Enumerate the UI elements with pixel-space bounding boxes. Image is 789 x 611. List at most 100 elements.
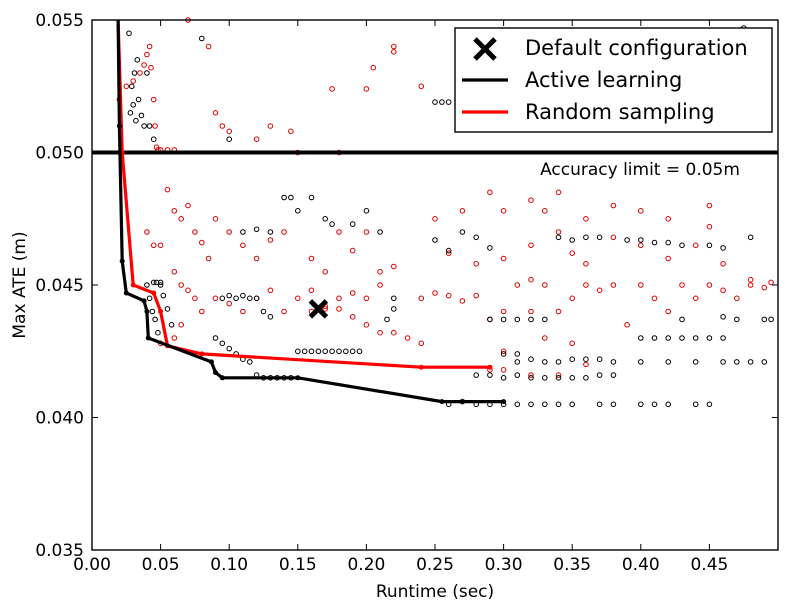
active-sample-point (131, 70, 138, 76)
active-sample-point (596, 356, 603, 363)
random-sample-point (473, 261, 480, 267)
random-sample-point (500, 367, 507, 373)
random-sample-point (171, 335, 178, 341)
active-sample-point (126, 30, 132, 37)
active-sample-point (439, 99, 445, 105)
active-sample-point (706, 242, 713, 249)
random-sample-point (144, 229, 150, 235)
active-sample-point (212, 335, 219, 341)
x-tick-label: 0.05 (142, 555, 180, 575)
random-sample-point (178, 322, 184, 328)
random-front-point (158, 309, 164, 314)
random-sample-point (171, 269, 178, 275)
random-sample-point (514, 282, 521, 288)
active-sample-point (528, 316, 534, 323)
active-front-point (213, 370, 218, 375)
random-sample-point (240, 308, 246, 315)
random-sample-point (370, 64, 377, 71)
random-sample-point (706, 202, 713, 209)
x-tick-label: 0.20 (347, 555, 385, 575)
random-front-point (151, 290, 157, 296)
active-sample-point (247, 295, 253, 302)
active-sample-point (768, 316, 774, 323)
random-sample-point (377, 282, 383, 288)
active-sample-point (747, 359, 754, 365)
active-sample-point (150, 136, 157, 142)
active-sample-point (473, 234, 480, 241)
random-sample-point (308, 255, 315, 262)
active-sample-point (596, 234, 603, 241)
active-sample-point (144, 282, 150, 288)
active-sample-point (638, 359, 644, 365)
active-sample-point (157, 282, 164, 288)
random-sample-point (240, 242, 246, 249)
active-sample-point (377, 229, 383, 235)
legend: Default configuration Active learning Ra… (454, 27, 773, 133)
random-sample-point (377, 329, 383, 336)
x-tick-label: 0.25 (416, 555, 454, 575)
active-sample-point (542, 359, 548, 365)
y-tick-label: 0.050 (35, 144, 84, 164)
active-sample-point (761, 359, 768, 365)
active-sample-point (692, 401, 699, 408)
active-sample-point (295, 348, 301, 355)
active-sample-point (679, 335, 685, 341)
random-sample-point (638, 282, 644, 288)
x-tick-label: 0.35 (553, 555, 591, 575)
x-axis-label: Runtime (sec) (376, 582, 494, 602)
active-sample-point (569, 356, 576, 363)
active-sample-point (219, 340, 226, 347)
random-sample-point (665, 308, 672, 315)
active-sample-point (706, 401, 713, 408)
random-sample-point (349, 247, 356, 254)
random-sample-point (569, 340, 576, 347)
random-sample-point (322, 269, 329, 275)
random-sample-point (445, 292, 452, 299)
random-sample-point (164, 186, 171, 193)
random-sample-point (734, 295, 740, 302)
random-sample-point (267, 123, 274, 129)
active-sample-point (267, 314, 274, 320)
active-sample-point (610, 401, 617, 408)
active-sample-point (761, 316, 768, 323)
random-sample-point (199, 239, 205, 246)
random-sample-point (500, 348, 507, 355)
active-sample-point (129, 83, 135, 90)
active-sample-point (651, 335, 658, 341)
random-sample-point (308, 287, 315, 294)
active-sample-point (720, 245, 726, 251)
random-sample-point (555, 372, 562, 378)
random-sample-point (528, 276, 534, 283)
active-sample-point (149, 308, 156, 315)
active-sample-point (160, 292, 167, 299)
active-sample-point (135, 96, 142, 103)
random-sample-point (404, 335, 411, 341)
random-sample-point (192, 229, 198, 235)
active-sample-point (240, 229, 246, 235)
active-sample-point (638, 401, 644, 408)
random-sample-point (459, 298, 466, 304)
random-sample-point (130, 78, 136, 84)
random-sample-point (349, 290, 356, 296)
active-sample-point (665, 239, 672, 246)
active-sample-point (583, 356, 589, 363)
random-sample-point (363, 322, 370, 328)
active-sample-point (138, 112, 145, 119)
active-sample-point (281, 194, 287, 201)
active-sample-point (164, 306, 171, 312)
active-sample-point (168, 322, 175, 328)
active-sample-point (624, 237, 630, 243)
random-front-point (199, 351, 205, 357)
active-sample-point (528, 401, 534, 408)
active-sample-point (247, 359, 253, 365)
random-sample-point (596, 287, 603, 294)
random-sample-point (336, 229, 342, 235)
random-sample-point (418, 340, 425, 347)
random-sample-point (150, 96, 157, 103)
active-sample-point (349, 348, 356, 355)
random-sample-point (123, 83, 130, 90)
active-sample-point (720, 359, 726, 365)
active-sample-point (349, 221, 356, 227)
random-sample-point (152, 123, 158, 129)
